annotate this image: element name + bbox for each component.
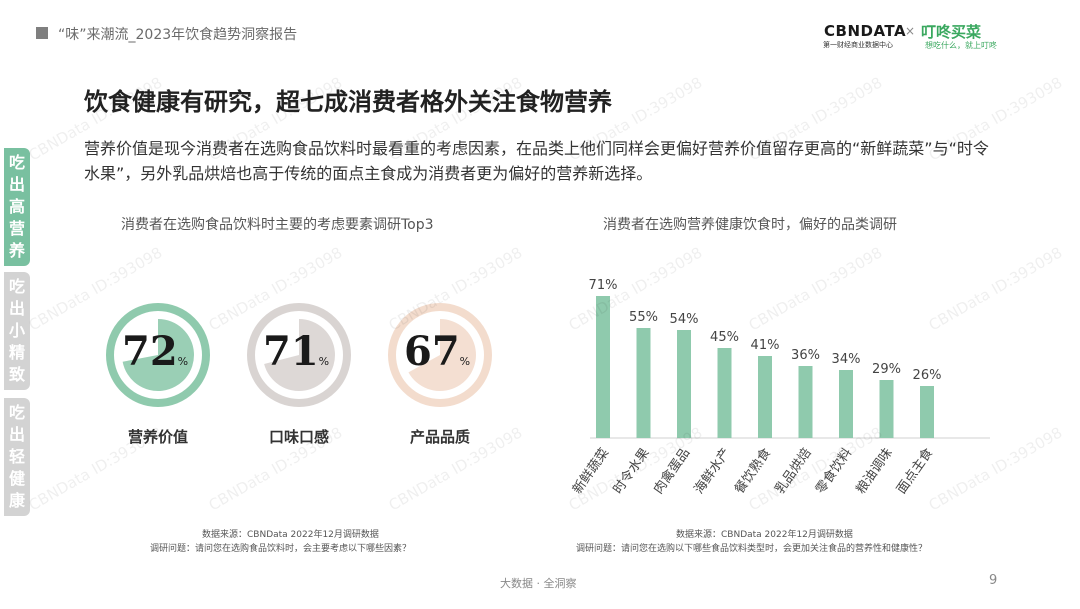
side-tab-char: 高 [8,197,25,216]
donut-value-number: 71 [263,328,319,375]
donut-value-number: 72 [122,328,178,375]
side-tab-char: 养 [8,241,25,260]
right-chart-source: 数据来源：CBNData 2022年12月调研数据 [676,530,853,540]
side-tab-2[interactable]: 吃出小精致 [4,272,30,390]
donut-ring [247,303,351,407]
footer-tagline: 大数据 · 全洞察 [500,577,577,590]
bar [839,370,853,438]
bar-value-label: 71% [589,278,618,293]
donut-value-unit: % [177,355,189,368]
bar-value-label: 55% [629,310,658,325]
bar [879,380,894,438]
bar-value-label: 29% [872,362,901,377]
left-chart-question: 调研问题：请问您在选购食品饮料时，会主要考虑以下哪些因素？ [150,544,412,554]
cbndata-logo-subtitle: 第一财经商业数据中心 [823,41,893,49]
bar [758,356,772,438]
donut-chart [388,303,492,407]
side-tab-char: 精 [8,343,25,362]
bar [798,366,813,438]
bar [596,296,610,438]
side-tab-char: 出 [8,175,25,194]
bar [636,328,651,438]
side-tab-char: 小 [8,321,25,340]
page-body-text: 营养价值是现今消费者在选购食品饮料时最看重的考虑因素，在品类上他们同样会更偏好营… [84,139,989,183]
donut-category-label: 营养价值 [127,428,188,446]
logo-separator: × [905,24,916,38]
dingdong-logo-subtitle: 想吃什么，就上叮咚 [925,41,997,50]
x-tick-label: 面点主食 [893,445,936,497]
right-chart-title: 消费者在选购营养健康饮食时，偏好的品类调研 [603,217,897,233]
dingdong-logo: 叮咚买菜 [921,23,982,41]
donut-chart [247,303,351,407]
page-number: 9 [989,573,998,588]
donut-value-unit: % [318,355,330,368]
x-tick-label: 时令水果 [611,446,653,497]
x-tick-label: 海鲜水产 [692,446,734,497]
x-tick-label: 新鲜蔬菜 [569,445,612,497]
bar-value-label: 45% [710,330,739,345]
bar-value-label: 36% [791,348,820,363]
side-tab-char: 吃 [8,403,25,422]
donut-slice [264,319,335,391]
x-tick-label: 乳品烘焙 [773,446,815,497]
side-tab-char: 出 [8,425,25,444]
x-tick-label: 餐饮熟食 [731,445,774,497]
bar-value-label: 54% [670,312,699,327]
side-tab-3[interactable]: 吃出轻健康 [4,398,30,516]
left-chart-source: 数据来源：CBNData 2022年12月调研数据 [202,530,379,540]
bar-value-label: 34% [832,352,861,367]
side-tab-char: 轻 [8,447,25,466]
category-bar-chart: 71% 新鲜蔬菜 55% 时令水果 54% 肉禽蛋品 45% 海鲜水产 41% 餐饮熟食 36% 乳品… [569,278,990,497]
title-square-marker [36,27,48,39]
donut-chart [106,303,210,407]
bar [920,386,934,438]
donut-slice [122,319,194,391]
side-tab-char: 营 [8,219,25,238]
bar-value-label: 41% [751,338,780,353]
donut-category-label: 产品品质 [409,428,470,446]
x-tick-label: 肉禽蛋品 [650,445,693,497]
side-tab-char: 健 [8,469,25,488]
donut-value: 71% [263,328,329,375]
side-tab-char: 吃 [8,277,25,296]
side-tab-1[interactable]: 吃出高营养 [4,148,30,266]
donut-ring [106,303,210,407]
donut-ring [388,303,492,407]
donut-slice [408,319,476,391]
cbndata-logo: CBNDATA [824,22,907,40]
x-tick-label: 零食饮料 [812,445,855,497]
bar [717,348,732,438]
donut-value: 67% [404,328,470,375]
page-headline: 饮食健康有研究，超七成消费者格外关注食物营养 [84,88,612,116]
bar-value-label: 26% [913,368,942,383]
left-chart-title: 消费者在选购食品饮料时主要的考虑要素调研Top3 [121,217,434,233]
report-title: “味”来潮流_2023年饮食趋势洞察报告 [58,27,298,43]
donut-value-number: 67 [404,328,460,375]
right-chart-question: 调研问题：请问您在选购以下哪些食品饮料类型时，会更加关注食品的营养性和健康性？ [576,544,928,554]
side-tab-char: 致 [8,365,25,384]
x-tick-label: 粮油调味 [854,446,896,497]
side-tab-char: 吃 [8,153,25,172]
donut-value-unit: % [459,355,471,368]
donut-category-label: 口味口感 [268,428,329,446]
side-tab-char: 康 [8,491,25,510]
donut-value: 72% [122,328,188,375]
side-tab-char: 出 [8,299,25,318]
bar [677,330,691,438]
